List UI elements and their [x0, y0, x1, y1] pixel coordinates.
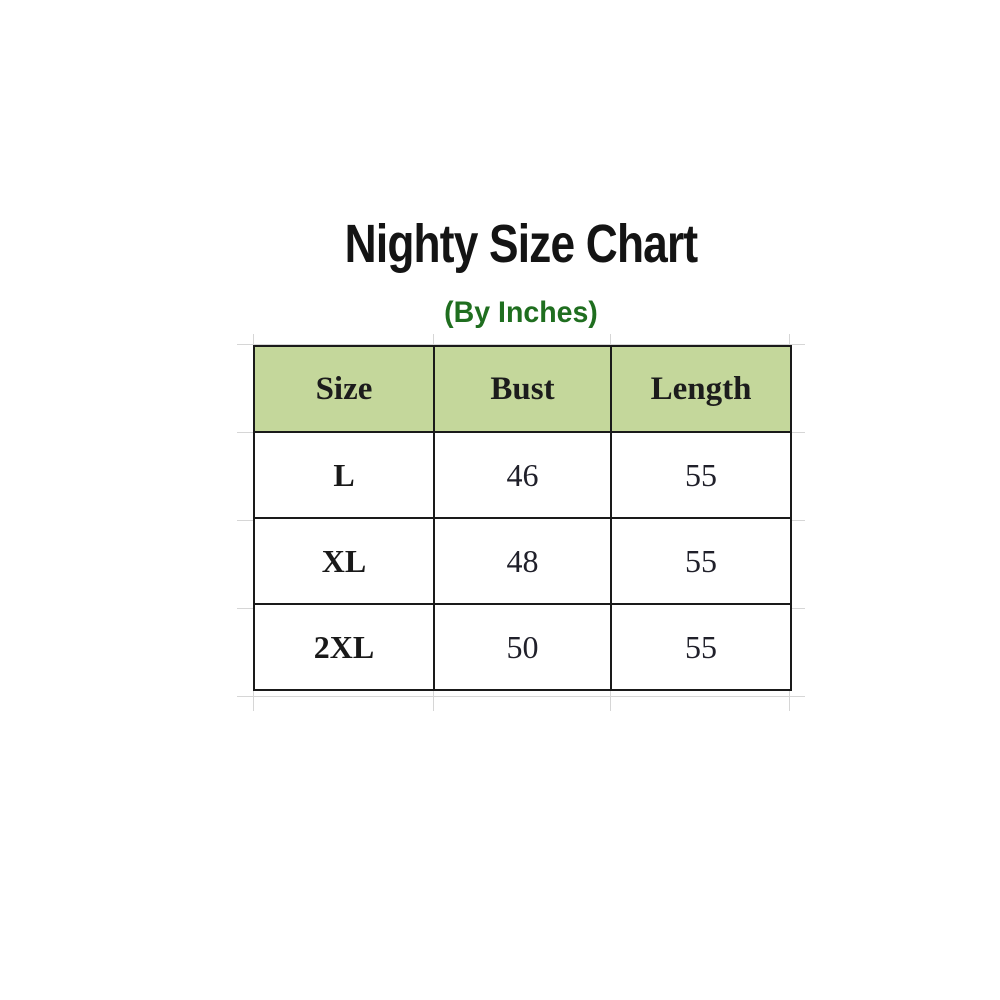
length-value: 55: [610, 603, 792, 691]
header-row: Size Bust Length: [253, 345, 792, 433]
table-row: 2XL 50 55: [253, 603, 792, 691]
bust-value: 50: [433, 603, 612, 691]
table-row: L 46 55: [253, 431, 792, 519]
column-header-length: Length: [610, 345, 792, 433]
size-value: 2XL: [253, 603, 435, 691]
length-value: 55: [610, 431, 792, 519]
gridline-row-0: [237, 344, 805, 345]
gridline-row-4: [237, 696, 805, 697]
table-row: XL 48 55: [253, 517, 792, 605]
page-title: Nighty Size Chart: [344, 214, 698, 274]
size-chart-table: Size Bust Length L 46 55 XL 48 55 2XL 50…: [253, 345, 792, 691]
column-header-size: Size: [253, 345, 435, 433]
bust-value: 48: [433, 517, 612, 605]
column-header-bust: Bust: [433, 345, 612, 433]
size-value: XL: [253, 517, 435, 605]
page-subtitle: (By Inches): [444, 296, 598, 329]
length-value: 55: [610, 517, 792, 605]
bust-value: 46: [433, 431, 612, 519]
size-value: L: [253, 431, 435, 519]
